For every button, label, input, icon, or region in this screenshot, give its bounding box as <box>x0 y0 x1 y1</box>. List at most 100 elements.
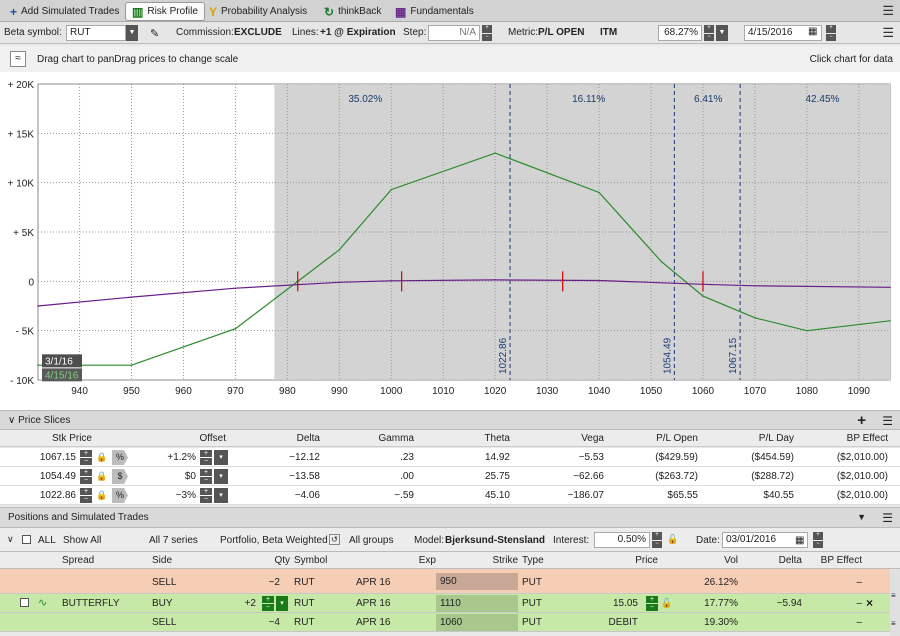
step-input[interactable]: N/A <box>428 25 480 41</box>
controls-menu-icon[interactable]: ☰ <box>882 25 894 40</box>
remove-row-icon[interactable]: × <box>866 596 874 610</box>
pos-qty[interactable]: −2 <box>268 577 280 588</box>
interest-lock-icon[interactable]: 🔓 <box>667 534 679 544</box>
stk-spinner[interactable]: + − <box>80 488 92 503</box>
offset-mode-badge[interactable]: $ <box>112 469 128 484</box>
slice-stk-price[interactable]: 1054.49 <box>39 471 76 482</box>
model-value[interactable]: Bjerksund-Stensland <box>445 535 546 546</box>
pos-qty[interactable]: −4 <box>268 617 280 628</box>
tab-thinkback[interactable]: ↻ thinkBack <box>324 4 382 19</box>
offset-dropdown[interactable]: ▾ <box>214 469 228 484</box>
position-row[interactable]: BUTTERFLY BUY +2 RUT APR 16 1110 PUT 15.05 17.77… <box>0 594 890 613</box>
pos-type[interactable]: PUT <box>522 617 542 628</box>
price-spinner[interactable]: + − <box>646 596 658 611</box>
position-date-input[interactable]: 03/01/2016 <box>722 532 808 548</box>
slice-stk-price[interactable]: 1022.86 <box>39 490 76 501</box>
tab-risk-profile[interactable]: ▥ Risk Profile <box>125 2 205 21</box>
chart-icon[interactable]: ≈ <box>10 51 26 67</box>
offset-dropdown[interactable]: ▾ <box>214 450 228 465</box>
calendar-icon-2[interactable]: ▦ <box>795 535 805 546</box>
show-all-filter[interactable]: Show All <box>63 535 102 546</box>
portfolio-filter[interactable]: Portfolio, Beta Weighted <box>220 535 328 546</box>
slice-offset[interactable]: +1.2% <box>167 452 196 463</box>
offset-spinner[interactable]: + − <box>200 450 212 465</box>
tab-probability-analysis[interactable]: Y Probability Analysis <box>209 4 308 19</box>
row-checkbox[interactable] <box>20 598 29 607</box>
pos-qty[interactable]: +2 <box>244 598 256 609</box>
scroll-grip-icon[interactable]: ≡ <box>891 591 896 600</box>
slices-menu-icon[interactable]: ☰ <box>882 414 893 428</box>
pos-side[interactable]: SELL <box>152 617 177 628</box>
date-input[interactable]: 4/15/2016 <box>744 25 822 41</box>
pos-side[interactable]: SELL <box>152 577 177 588</box>
pos-type[interactable]: PUT <box>522 577 542 588</box>
pos-price[interactable]: 15.05 <box>612 598 638 609</box>
price-lock-icon[interactable]: 🔓 <box>661 598 673 608</box>
scrollbar[interactable]: ≡ ≡ <box>890 569 900 636</box>
price-slices-title[interactable]: ∨ Price Slices <box>8 415 71 426</box>
pos-side[interactable]: BUY <box>152 598 173 609</box>
itm-dropdown[interactable]: ▼ <box>716 25 728 41</box>
step-spinner[interactable]: + − <box>482 25 492 41</box>
risk-profile-svg[interactable]: 940 950 960 970 980 990 1000 1010 1020 1030 1040 10… <box>0 72 900 410</box>
beta-symbol-dropdown[interactable]: ▼ <box>126 25 138 41</box>
add-slice-icon[interactable]: + <box>857 412 866 429</box>
pos-exp[interactable]: APR 16 <box>356 598 391 609</box>
risk-profile-chart[interactable]: 940 950 960 970 980 990 1000 1010 1020 1030 1040 10… <box>0 72 900 410</box>
offset-spinner[interactable]: + − <box>200 488 212 503</box>
series-point <box>130 296 133 298</box>
itm-input[interactable]: 68.27% <box>658 25 702 41</box>
itm-spinner[interactable]: + − <box>704 25 714 41</box>
link-icon[interactable]: ✎ <box>150 28 160 40</box>
pos-strike[interactable]: 1060 <box>436 614 518 631</box>
tab-add-simulated-trades[interactable]: + Add Simulated Trades <box>10 4 120 19</box>
commission-value[interactable]: EXCLUDE <box>234 27 282 38</box>
qty-dropdown[interactable]: ▾ <box>276 596 288 611</box>
x-tick-label: 980 <box>279 386 296 397</box>
lock-icon[interactable]: 🔒 <box>96 471 108 481</box>
group-icon[interactable]: ↺ <box>329 534 340 545</box>
metric-value[interactable]: P/L OPEN <box>538 27 585 38</box>
tab-fundamentals[interactable]: ▦ Fundamentals <box>395 4 474 19</box>
scroll-grip-icon-2[interactable]: ≡ <box>891 619 896 628</box>
position-row[interactable]: SELL −2 RUT APR 16 950 PUT 26.12% – <box>0 569 890 594</box>
pos-exp[interactable]: APR 16 <box>356 617 391 628</box>
offset-dropdown[interactable]: ▾ <box>214 488 228 503</box>
position-date-spinner[interactable]: + − <box>813 532 823 548</box>
pos-strike[interactable]: 950 <box>436 573 518 590</box>
menu-icon[interactable]: ☰ <box>882 3 894 18</box>
price-slice-row[interactable]: 1022.86 + − 🔒% −3% + − ▾ −4.06 −.59 45.10 −186.07 $6… <box>0 486 900 505</box>
interest-input[interactable]: 0.50% <box>594 532 650 548</box>
stk-spinner[interactable]: + − <box>80 450 92 465</box>
offset-mode-badge[interactable]: % <box>112 488 128 503</box>
slice-offset[interactable]: −3% <box>175 490 196 501</box>
price-slice-row[interactable]: 1054.49 + − 🔒 $ $0 + − ▾ −13.58.00 25.75 −62.66 ($26… <box>0 467 900 486</box>
select-all-checkbox[interactable] <box>22 535 31 544</box>
pos-exp[interactable]: APR 16 <box>356 577 391 588</box>
slice-offset[interactable]: $0 <box>184 471 196 482</box>
expand-chevron-icon[interactable]: ∨ <box>7 534 14 544</box>
pos-type[interactable]: PUT <box>522 598 542 609</box>
series-point <box>494 279 496 281</box>
offset-spinner[interactable]: + − <box>200 469 212 484</box>
price-slice-row[interactable]: 1067.15 + − 🔒% +1.2% + − ▾ −12.12.23 14.92 −5.53 ($… <box>0 448 900 467</box>
qty-spinner[interactable]: + − <box>262 596 274 611</box>
interest-spinner[interactable]: + − <box>652 532 662 548</box>
lock-icon[interactable]: 🔒 <box>96 490 108 500</box>
slice-stk-price[interactable]: 1067.15 <box>39 452 76 463</box>
beta-symbol-input[interactable]: RUT <box>66 25 126 41</box>
pos-price[interactable]: DEBIT <box>608 617 638 628</box>
collapse-icon[interactable]: ▼ <box>857 512 866 522</box>
itm-label[interactable]: ITM <box>600 27 618 38</box>
lines-value[interactable]: +1 @ Expiration <box>320 27 396 38</box>
offset-mode-badge[interactable]: % <box>112 450 128 465</box>
stk-spinner[interactable]: + − <box>80 469 92 484</box>
series-filter[interactable]: All 7 series <box>149 535 198 546</box>
calendar-icon[interactable]: ▦ <box>808 26 818 37</box>
lock-icon[interactable]: 🔒 <box>96 452 108 462</box>
pos-strike[interactable]: 1110 <box>436 595 518 612</box>
position-row[interactable]: SELL −4 RUT APR 16 1060 PUT DEBIT 19.30% – <box>0 613 890 632</box>
date-spinner[interactable]: + − <box>826 25 836 41</box>
groups-filter[interactable]: All groups <box>349 535 394 546</box>
positions-menu-icon[interactable]: ☰ <box>882 511 893 525</box>
